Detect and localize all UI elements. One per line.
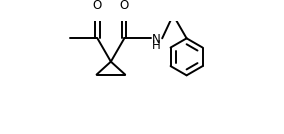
Text: O: O [93, 0, 102, 12]
Text: N: N [152, 33, 161, 46]
Text: O: O [120, 0, 129, 12]
Text: H: H [152, 39, 161, 52]
